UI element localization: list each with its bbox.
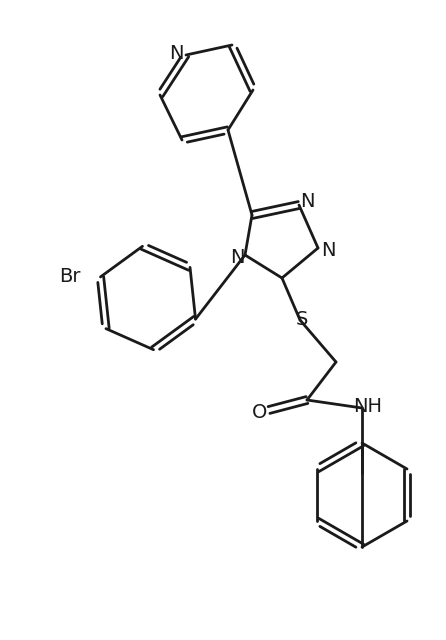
Text: S: S xyxy=(296,310,308,328)
Text: N: N xyxy=(230,248,244,266)
Text: N: N xyxy=(169,44,183,63)
Text: NH: NH xyxy=(354,397,383,417)
Text: O: O xyxy=(252,403,268,422)
Text: N: N xyxy=(321,241,335,259)
Text: N: N xyxy=(300,191,314,211)
Text: Br: Br xyxy=(59,268,80,287)
